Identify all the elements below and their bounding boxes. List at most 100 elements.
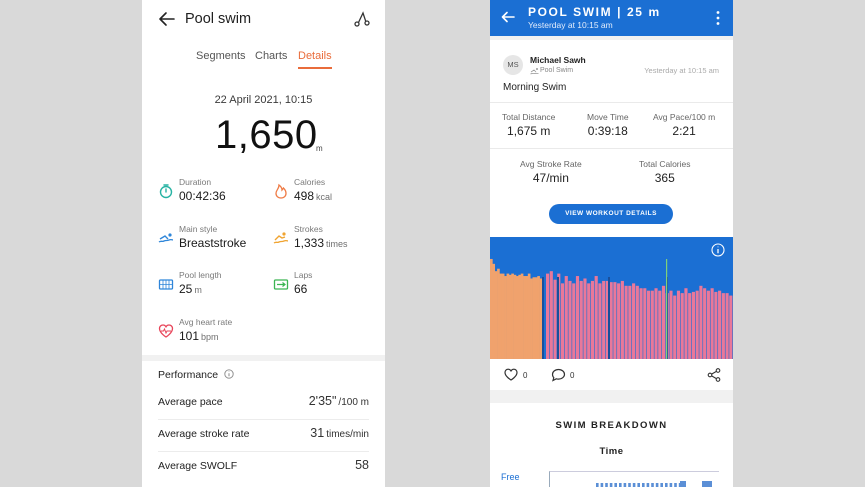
chart-bar-segment-1 <box>508 274 512 359</box>
back-arrow-icon[interactable] <box>158 10 176 28</box>
stat-avg-pace: Avg Pace/100 m 2:21 <box>653 112 715 138</box>
chart-bar-segment-2 <box>564 276 568 359</box>
stat-value: 47/min <box>532 171 569 185</box>
chart-bar-segment-2 <box>669 290 673 359</box>
view-workout-details-button[interactable]: VIEW WORKOUT DETAILS <box>549 204 673 224</box>
chart-bar-segment-2 <box>676 290 681 359</box>
comment-count: 0 <box>570 371 575 380</box>
stat-move-time: Move Time 0:39:18 <box>587 112 629 138</box>
chart-scrubber-line[interactable] <box>666 259 668 359</box>
back-arrow-icon[interactable] <box>500 9 516 25</box>
page-title: Pool swim <box>185 11 252 27</box>
breakdown-tick <box>660 483 663 487</box>
breakdown-tick <box>674 483 677 487</box>
user-name[interactable]: Michael Sawh <box>530 55 586 65</box>
comment-icon[interactable] <box>551 368 566 382</box>
flame-icon <box>275 183 287 199</box>
heart-rate-icon <box>158 324 174 338</box>
chart-bar-segment-2 <box>643 288 647 359</box>
chart-bar-segment-2 <box>714 291 718 359</box>
chart-bar-segment-2 <box>613 282 617 359</box>
divider <box>490 148 733 149</box>
chart-bar-segment-1 <box>539 278 543 359</box>
stat-total-distance: Total Distance 1,675 m <box>502 112 555 138</box>
perf-label: Average stroke rate <box>158 428 250 440</box>
stopwatch-icon <box>159 184 173 199</box>
swimmer-icon <box>530 68 539 75</box>
share-icon[interactable] <box>707 368 721 382</box>
pool-icon <box>158 279 174 290</box>
section-subtitle: Time <box>599 446 624 457</box>
chart-bar-segment-1 <box>492 263 496 359</box>
perf-row-average-swolf: Average SWOLF 58 <box>158 452 369 484</box>
stat-label: Avg Stroke Rate <box>520 159 582 169</box>
chart-rest-gap <box>557 277 559 359</box>
chart-bar-segment-2 <box>572 283 576 359</box>
heart-icon[interactable] <box>504 368 518 381</box>
stat-label: Duration <box>179 177 212 187</box>
chart-bar-segment-2 <box>635 285 639 359</box>
swim-chart[interactable] <box>490 237 733 359</box>
chart-bar-segment-2 <box>695 290 699 359</box>
chart-bar-segment-2 <box>620 280 624 359</box>
breakdown-tick <box>623 483 627 487</box>
breakdown-tick <box>596 483 599 487</box>
tab-segments[interactable]: Segments <box>196 50 246 62</box>
stat-value: 0:39:18 <box>587 124 628 138</box>
stat-label: Strokes <box>294 224 323 234</box>
stat-label: Total Distance <box>502 112 556 122</box>
stat-value: 365 <box>654 171 675 185</box>
chart-bar-segment-1 <box>506 273 510 359</box>
chart-bar-segment-1 <box>537 276 540 359</box>
stat-label: Avg Pace/100 m <box>653 112 716 122</box>
chart-bar-segment-2 <box>646 290 651 359</box>
tab-details[interactable]: Details <box>298 50 332 62</box>
stat-value: 00:42:36 <box>179 189 226 203</box>
route-share-icon[interactable] <box>353 10 371 28</box>
activity-name: Morning Swim <box>503 82 567 93</box>
total-distance: 1,650 <box>215 113 318 157</box>
social-actions: 0 0 <box>490 359 733 390</box>
perf-value: 31 times/min <box>310 426 369 440</box>
chart-bar-segment-1 <box>527 273 531 359</box>
stat-label: Calories <box>294 177 326 187</box>
perf-value: 58 <box>355 458 369 472</box>
stat-strokes: Strokes 1,333 times <box>273 224 383 258</box>
breakdown-tick <box>609 483 613 487</box>
activity-card: MS Michael Sawh Pool Swim Yesterday at 1… <box>490 40 733 390</box>
chart-bar-segment-2 <box>703 288 707 359</box>
info-icon[interactable] <box>711 243 725 257</box>
chart-bar-segment-2 <box>594 276 598 359</box>
chart-bar-segment-2 <box>624 285 628 359</box>
chart-bar-segment-2 <box>609 282 613 359</box>
app-header: Pool swim <box>142 0 385 40</box>
stat-value: 25 m <box>179 282 202 296</box>
info-icon[interactable] <box>224 369 234 379</box>
stroke-icon <box>273 232 289 244</box>
chart-bar-segment-1 <box>532 277 536 359</box>
left-phone-screen: Pool swim Segments Charts Details 22 Apr… <box>142 0 385 487</box>
more-menu-icon[interactable] <box>715 10 721 26</box>
right-phone-screen: POOL SWIM | 25 m Yesterday at 10:15 am M… <box>490 0 733 487</box>
chart-bar-segment-2 <box>673 295 677 359</box>
chart-bar-segment-2 <box>583 278 587 359</box>
chart-bar-segment-2 <box>632 283 636 359</box>
chart-bar-segment-1 <box>525 276 529 359</box>
chart-bar-segment-1 <box>513 274 517 359</box>
breakdown-tick <box>605 483 608 487</box>
stat-value: 66 <box>294 282 308 296</box>
tab-charts[interactable]: Charts <box>255 50 288 62</box>
app-bar: POOL SWIM | 25 m Yesterday at 10:15 am <box>490 0 733 36</box>
stat-value: 2:21 <box>672 124 696 138</box>
activity-type: Pool Swim <box>540 67 574 74</box>
breakdown-tick <box>600 483 604 487</box>
avatar[interactable]: MS <box>503 55 523 75</box>
section-title: SWIM BREAKDOWN <box>555 420 668 431</box>
chart-bar-segment-2 <box>560 283 565 359</box>
chart-bar-segment-2 <box>546 273 550 359</box>
stat-value: 101 bpm <box>179 329 219 343</box>
stat-pool-length: Pool length 25 m <box>158 270 268 304</box>
stat-total-calories: Total Calories 365 <box>639 159 691 185</box>
chart-bar-segment-1 <box>516 276 519 359</box>
chart-bar-segment-2 <box>691 291 695 359</box>
